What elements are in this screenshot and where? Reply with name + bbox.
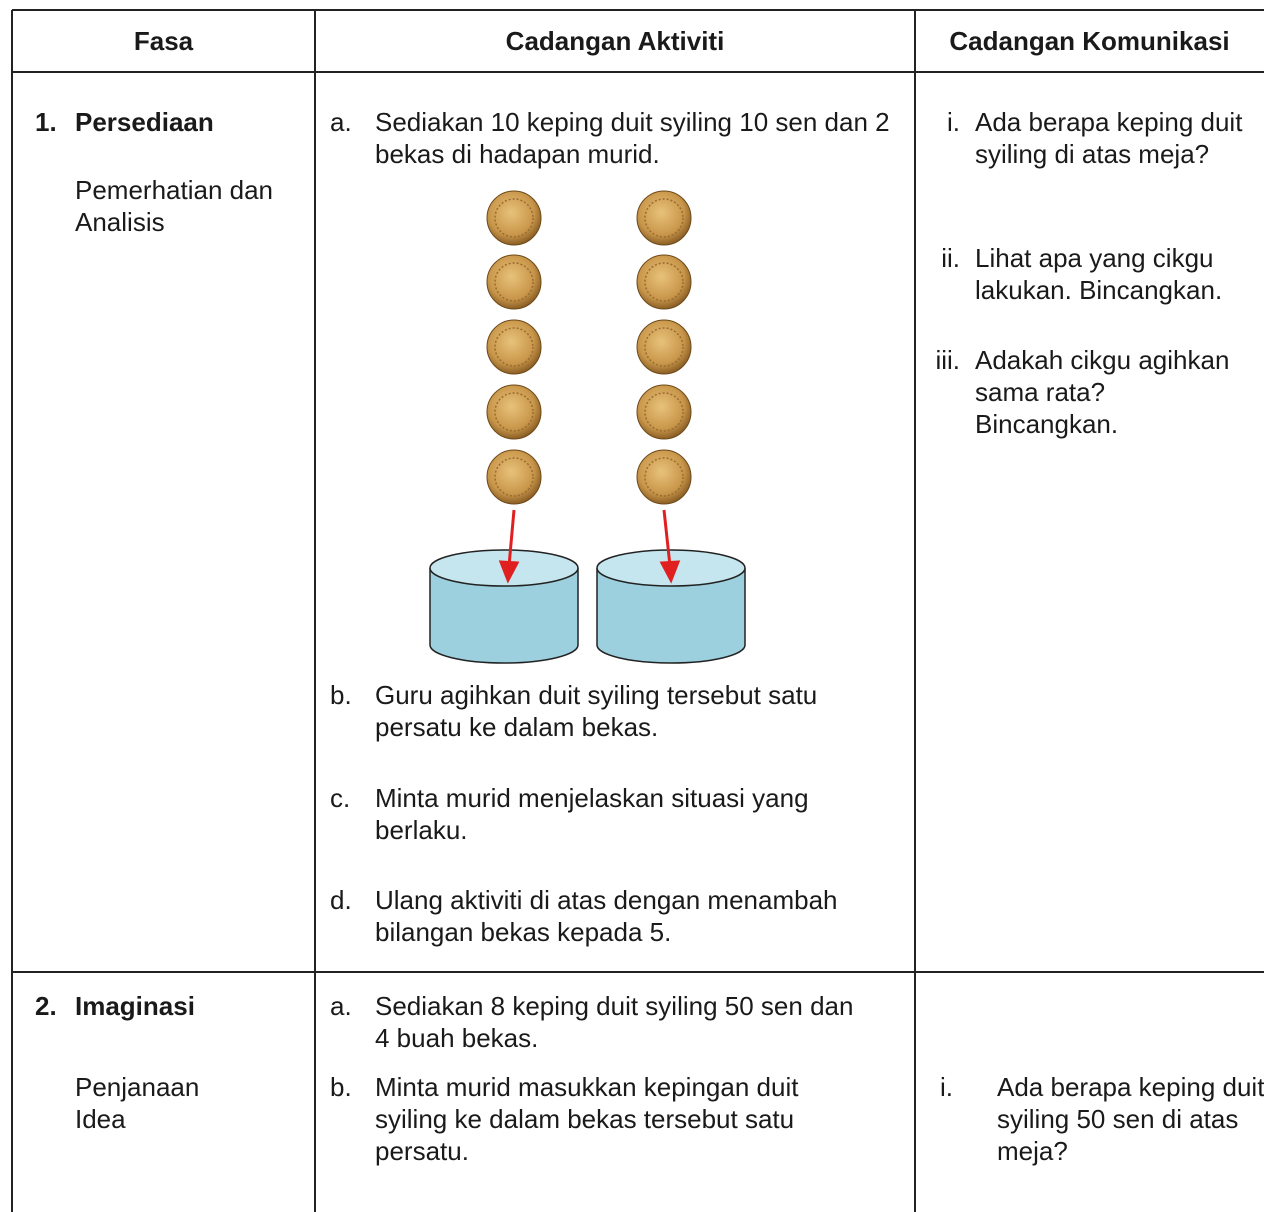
phase-number: 1. [35,107,57,137]
marker: b. [330,1072,352,1102]
coin [644,327,684,367]
activity-text: Sediakan 10 keping duit syiling 10 sen d… [375,107,890,169]
marker: d. [330,885,352,915]
table-borders [11,9,1264,1212]
phase-title: Persediaan [75,107,214,137]
activity-text: Minta murid masukkan kepingan duit syili… [375,1072,799,1166]
marker: i. [947,107,960,137]
communication-text: Ada berapa keping duit syiling 50 sen di… [997,1072,1264,1166]
communication-text: Adakah cikgu agihkan sama rata? Bincangk… [975,345,1230,439]
coin [494,198,534,238]
marker: i. [940,1072,953,1102]
marker: ii. [941,243,960,273]
containers [429,549,746,664]
activity-text: Guru agihkan duit syiling tersebut satu … [375,680,818,742]
communication-text: Ada berapa keping duit syiling di atas m… [975,107,1243,169]
header-cell: Fasa [133,26,194,56]
phase-subtitle: Penjanaan Idea [75,1072,200,1134]
coin [494,457,534,497]
communication-text: Lihat apa yang cikgu lakukan. Bincangkan… [975,243,1223,305]
activity-text: Ulang aktiviti di atas dengan menambah b… [375,885,838,947]
coin [644,457,684,497]
coin-illustration [486,190,692,505]
coin [644,392,684,432]
marker: a. [330,991,352,1021]
coin [494,392,534,432]
activity-text: Minta murid menjelaskan situasi yang ber… [375,783,809,845]
marker: iii. [935,345,960,375]
activity-text: Sediakan 8 keping duit syiling 50 sen da… [375,991,854,1053]
coin [494,327,534,367]
header-cell: Cadangan Aktiviti [505,26,725,56]
marker: c. [330,783,351,813]
marker: a. [330,107,352,137]
marker: b. [330,680,352,710]
phase-title: Imaginasi [75,991,195,1021]
phase-subtitle: Pemerhatian dan Analisis [75,175,274,237]
coin [644,262,684,302]
coin [644,198,684,238]
coin [494,262,534,302]
header-cell: Cadangan Komunikasi [949,26,1230,56]
phase-number: 2. [35,991,57,1021]
arrows [498,509,681,584]
